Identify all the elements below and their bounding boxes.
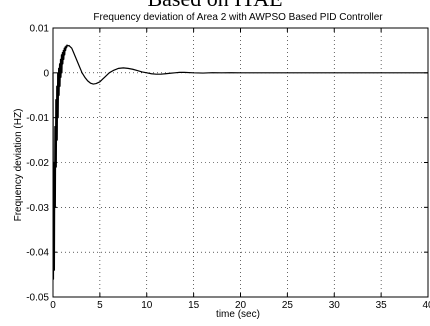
chart-title: Frequency deviation of Area 2 with AWPSO…: [93, 12, 383, 23]
y-axis-label: Frequency deviation (HZ): [13, 109, 24, 222]
y-tick-label: -0.05: [26, 293, 49, 304]
y-tick-label: -0.03: [26, 203, 49, 214]
x-tick-label: 10: [141, 300, 153, 311]
y-tick-label: -0.02: [26, 158, 49, 169]
x-tick-label: 25: [282, 300, 294, 311]
x-tick-label: 35: [376, 300, 388, 311]
series-line: [52, 44, 428, 280]
x-tick-label: 20: [235, 300, 247, 311]
x-tick-label: 5: [97, 300, 103, 311]
x-axis-label: time (sec): [216, 309, 260, 320]
y-tick-label: -0.01: [26, 113, 49, 124]
y-tick-label: -0.04: [26, 248, 49, 259]
y-tick-label: 0: [43, 68, 49, 79]
x-tick-label: 15: [188, 300, 200, 311]
page-heading: Based on ITAE: [0, 0, 430, 12]
x-tick-label: 0: [50, 300, 56, 311]
x-tick-label: 30: [329, 300, 341, 311]
x-tick-label: 40: [422, 300, 430, 311]
y-tick-label: 0.01: [30, 24, 50, 35]
